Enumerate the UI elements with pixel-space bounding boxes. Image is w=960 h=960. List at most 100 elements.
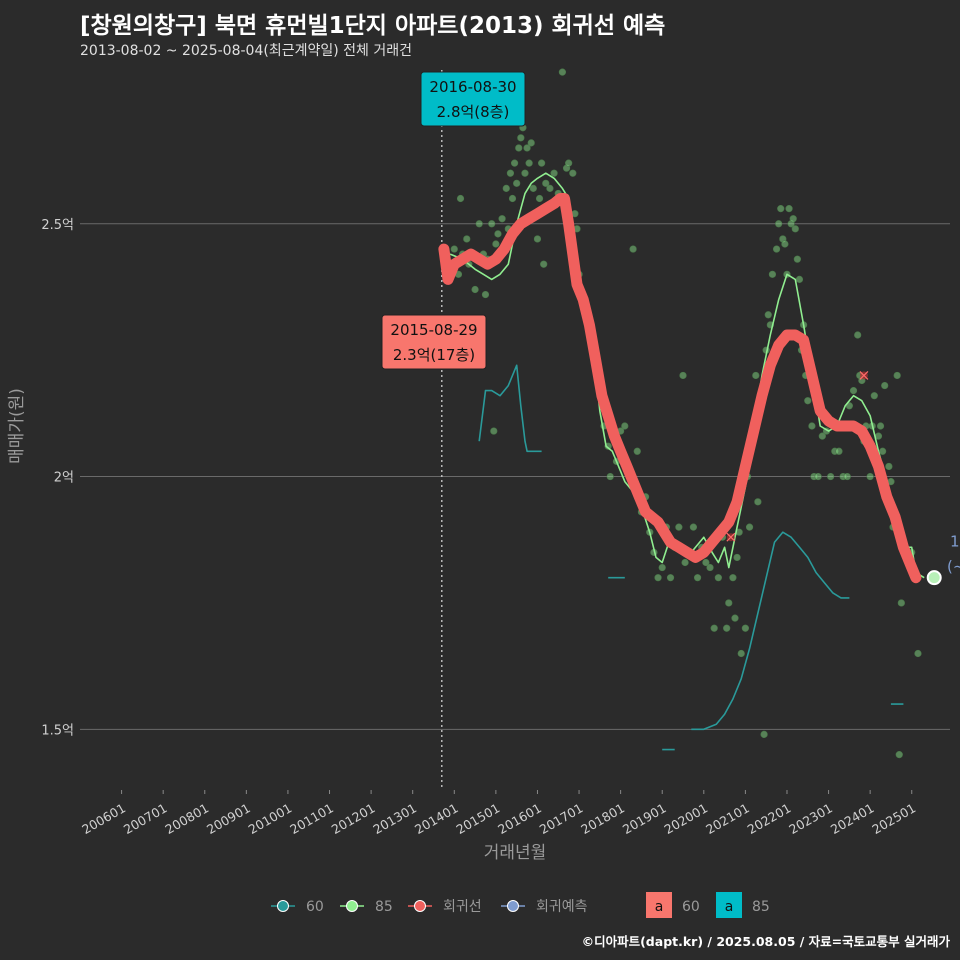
scatter-point-85 (606, 472, 614, 481)
scatter-point-85 (870, 392, 878, 400)
scatter-point-85 (535, 194, 544, 203)
scatter-point-85 (523, 144, 531, 152)
x-tick-label: 202101 (703, 800, 752, 837)
scatter-point-85 (804, 397, 812, 405)
scatter-point-85 (777, 205, 785, 213)
scatter-point-85 (550, 169, 558, 177)
scatter-point-85 (729, 574, 737, 582)
legend-label: 85 (375, 899, 393, 915)
x-tick-label: 201801 (578, 800, 627, 837)
scatter-point-85 (737, 649, 745, 658)
scatter-point-85 (475, 220, 483, 228)
scatter-point-85 (772, 245, 781, 253)
scatter-point-85 (502, 184, 510, 192)
legend-box-label: 85 (752, 899, 770, 915)
scatter-point-85 (702, 558, 710, 567)
scatter-point-85 (565, 159, 573, 167)
max-price-label-box (420, 71, 526, 127)
scatter-point-85 (494, 230, 502, 238)
scatter-point-85 (818, 432, 826, 440)
scatter-point-85 (791, 225, 799, 233)
scatter-point-85 (533, 235, 542, 243)
min-price-label-value: 2.3억(17층) (393, 346, 475, 364)
scatter-point-85 (658, 563, 666, 572)
scatter-point-85 (895, 751, 903, 759)
scatter-point-85 (542, 179, 550, 187)
legend-key-dot (277, 900, 289, 912)
scatter-point-85 (752, 371, 760, 380)
scatter-point-85 (693, 574, 702, 582)
scatter-point-85 (521, 169, 529, 177)
chart-subtitle: 2013-08-02 ~ 2025-08-04(최근계약일) 전체 거래건 (80, 43, 412, 59)
legend-label: 회귀선 (443, 899, 482, 915)
scatter-point-85 (785, 205, 793, 213)
x-tick-label: 200601 (79, 800, 128, 837)
legend-box-glyph: a (655, 899, 664, 915)
scatter-point-85 (481, 290, 490, 299)
legend-box (646, 892, 672, 918)
series-line-85 (449, 172, 925, 579)
scatter-point-85 (814, 472, 822, 481)
x-tick-label: 200801 (162, 800, 211, 837)
scatter-point-85 (839, 472, 847, 481)
scatter-point-85 (679, 371, 687, 380)
regression-line (438, 193, 922, 584)
legend-box (716, 892, 742, 918)
legend-key-dot (414, 900, 426, 912)
legend-key-dot (507, 900, 519, 912)
x-tick-label: 201301 (370, 800, 419, 837)
x-tick-label: 201901 (620, 800, 669, 837)
scatter-point-85 (775, 220, 783, 228)
scatter-point-85 (745, 523, 754, 531)
scatter-point-85 (881, 381, 889, 390)
footer-credit: ©디아파트(dapt.kr) / 2025.08.05 / 자료=국토교통부 실… (581, 934, 950, 949)
scatter-point-85 (633, 447, 641, 455)
scatter-point-85 (517, 134, 525, 142)
scatter-point-85 (768, 270, 777, 278)
scatter-point-85 (849, 387, 858, 395)
prediction-point (926, 570, 942, 586)
scatter-point-85 (490, 427, 498, 435)
scatter-point-85 (621, 422, 629, 430)
scatter-point-85 (710, 624, 718, 632)
scatter-point-85 (675, 523, 683, 531)
scatter-point-85 (876, 422, 885, 430)
x-tick-label: 202001 (661, 800, 710, 837)
scatter-point-85 (508, 194, 517, 203)
scatter-point-85 (885, 462, 893, 471)
scatter-point-85 (723, 624, 731, 632)
scatter-point-85 (914, 649, 922, 658)
scatter-point-85 (741, 624, 749, 632)
x-tick-label: 201501 (454, 800, 503, 837)
scatter-point-85 (538, 159, 546, 167)
scatter-point-85 (689, 523, 698, 531)
x-tick-label: 202201 (745, 800, 794, 837)
scatter-point-85 (831, 447, 839, 455)
x-tick-label: 200901 (204, 800, 253, 837)
min-price-label-date: 2015-08-29 (390, 321, 477, 339)
y-axis-title: 매매가(원) (7, 388, 27, 464)
x-tick-label: 202401 (828, 800, 877, 837)
series-line-60 (478, 364, 904, 751)
legend-box-glyph: a (725, 899, 734, 915)
chart-title: [창원의창구] 북면 휴먼빌1단지 아파트(2013) 회귀선 예측 (80, 13, 666, 39)
scatter-point-85 (506, 169, 515, 177)
scatter-point-85 (527, 139, 535, 147)
legend-label: 회귀예측 (536, 899, 588, 915)
scatter-point-85 (835, 447, 843, 455)
scatter-point-85 (789, 215, 797, 223)
scatter-point-85 (681, 558, 689, 567)
legend-label: 60 (306, 899, 324, 915)
highlight-cross (726, 532, 736, 542)
scatter-point-85 (513, 179, 521, 187)
scatter-point-85 (854, 331, 862, 339)
scatter-point-85 (488, 220, 496, 228)
scatter-point-85 (754, 498, 762, 506)
scatter-point-85 (795, 275, 804, 283)
scatter-point-85 (781, 240, 789, 248)
max-price-label-value: 2.8억(8층) (437, 103, 510, 121)
scatter-point-85 (733, 553, 741, 562)
scatter-point-85 (879, 447, 887, 455)
scatter-point-85 (893, 371, 901, 380)
scatter-point-85 (515, 144, 523, 152)
